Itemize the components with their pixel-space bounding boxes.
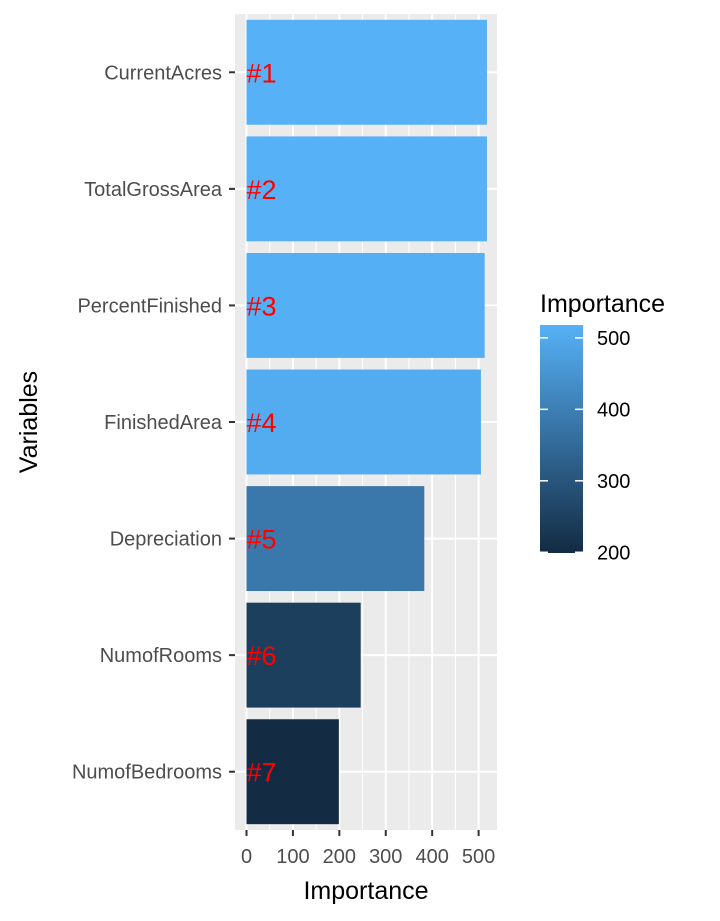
x-tick-label: 200 <box>323 846 356 868</box>
rank-labels: #1 #2 #3 #4 #5 #6 #7 <box>247 58 277 787</box>
y-tick-label: NumofRooms <box>100 645 222 667</box>
bars <box>246 19 487 825</box>
rank-label: #1 <box>247 58 277 88</box>
rank-label: #4 <box>247 408 277 438</box>
rank-label: #2 <box>247 175 277 205</box>
x-tick-label: 300 <box>369 846 402 868</box>
legend-break-label: 500 <box>597 328 630 350</box>
x-axis: 0 100 200 300 400 500 <box>241 830 495 868</box>
bar-numofrooms <box>246 602 361 708</box>
rank-label: #5 <box>247 525 277 555</box>
legend: Importance 200 300 400 500 <box>540 290 665 564</box>
y-axis: CurrentAcres TotalGrossArea PercentFinishe… <box>72 62 235 784</box>
x-tick-label: 500 <box>462 846 495 868</box>
x-tick-label: 100 <box>276 846 309 868</box>
y-tick-label: FinishedArea <box>104 412 223 434</box>
legend-break-label: 200 <box>597 542 630 564</box>
bar-depreciation <box>246 486 425 592</box>
rank-label: #3 <box>247 291 277 321</box>
y-tick-label: Depreciation <box>110 529 222 551</box>
bar-finishedarea <box>246 369 481 475</box>
bar-numofbedrooms <box>246 719 339 825</box>
x-tick-label: 0 <box>241 846 252 868</box>
rank-label: #7 <box>247 758 277 788</box>
y-tick-label: CurrentAcres <box>104 62 222 84</box>
y-axis-title: Variables <box>15 371 43 473</box>
legend-title: Importance <box>540 290 665 318</box>
x-tick-label: 400 <box>415 846 448 868</box>
x-axis-title: Importance <box>303 877 428 905</box>
rank-label: #6 <box>247 641 277 671</box>
legend-break-label: 300 <box>597 471 630 493</box>
legend-colorbar <box>540 325 583 553</box>
y-tick-label: TotalGrossArea <box>84 179 223 201</box>
bar-currentacres <box>246 19 487 125</box>
bar-percentfinished <box>246 252 485 358</box>
bar-totalgrossarea <box>246 136 487 242</box>
legend-break-label: 400 <box>597 399 630 421</box>
y-tick-label: NumofBedrooms <box>72 762 222 784</box>
y-tick-label: PercentFinished <box>77 295 222 317</box>
